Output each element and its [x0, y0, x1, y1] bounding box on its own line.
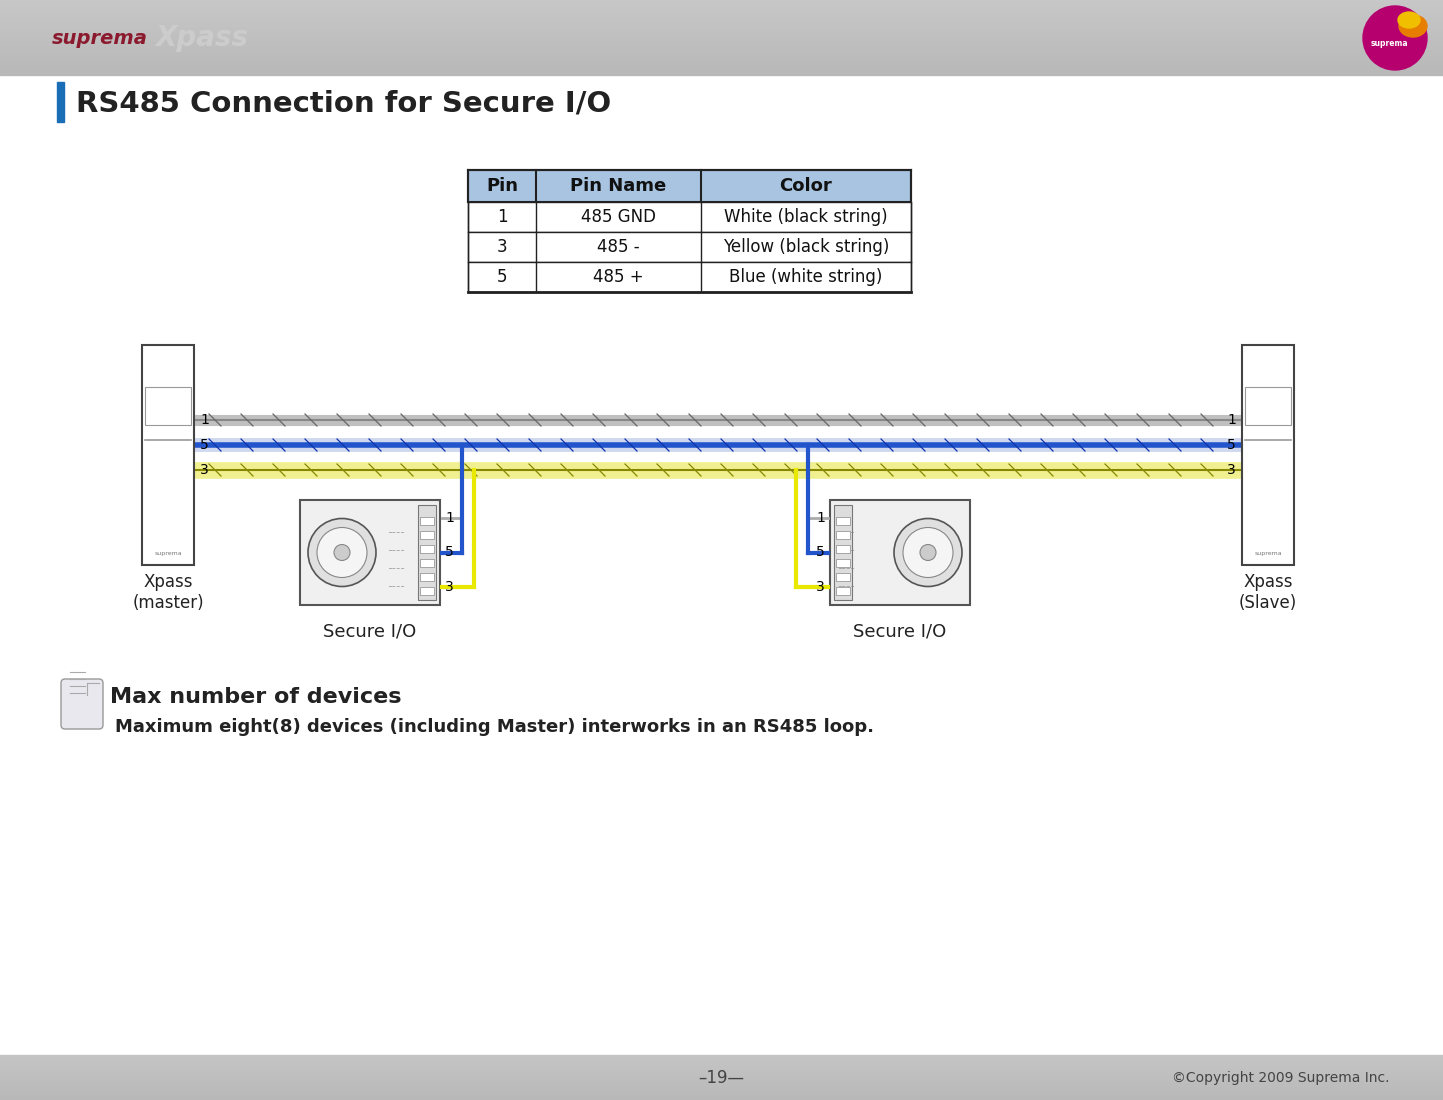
- Bar: [830, 500, 970, 605]
- Text: 1: 1: [496, 208, 508, 226]
- Text: ©Copyright 2009 Suprema Inc.: ©Copyright 2009 Suprema Inc.: [1173, 1071, 1390, 1085]
- Text: ─ ─ ─ ─: ─ ─ ─ ─: [838, 530, 854, 536]
- Text: 485 +: 485 +: [593, 268, 644, 286]
- Bar: [58, 82, 63, 122]
- Bar: [835, 517, 850, 525]
- Text: 5: 5: [201, 438, 209, 452]
- Text: RS485 Connection for Secure I/O: RS485 Connection for Secure I/O: [76, 89, 612, 117]
- Text: suprema: suprema: [1254, 550, 1281, 556]
- Text: 5: 5: [496, 268, 508, 286]
- FancyBboxPatch shape: [61, 679, 102, 729]
- Text: –19—: –19—: [698, 1069, 745, 1087]
- Circle shape: [1364, 6, 1427, 70]
- Text: 1: 1: [444, 512, 455, 525]
- Text: 3: 3: [201, 463, 209, 477]
- Circle shape: [895, 518, 962, 586]
- Text: ─ ─ ─ ─: ─ ─ ─ ─: [388, 549, 404, 553]
- Text: ─ ─ ─ ─: ─ ─ ─ ─: [388, 584, 404, 590]
- Text: Pin: Pin: [486, 177, 518, 195]
- Ellipse shape: [1398, 12, 1420, 28]
- Text: Blue (white string): Blue (white string): [729, 268, 883, 286]
- Text: Xpass: Xpass: [154, 24, 248, 52]
- Text: Secure I/O: Secure I/O: [853, 623, 947, 641]
- Text: Xpass
(master): Xpass (master): [133, 573, 203, 612]
- Text: 3: 3: [496, 238, 508, 256]
- Text: 485 GND: 485 GND: [582, 208, 657, 226]
- Bar: [300, 500, 440, 605]
- Bar: [835, 544, 850, 553]
- Circle shape: [307, 518, 377, 586]
- Text: 5: 5: [444, 546, 453, 560]
- Bar: [144, 387, 190, 425]
- Bar: [141, 345, 193, 565]
- Text: ─ ─ ─ ─: ─ ─ ─ ─: [388, 566, 404, 572]
- Bar: [835, 587, 850, 595]
- Bar: [468, 232, 911, 262]
- Circle shape: [333, 544, 351, 561]
- Bar: [1242, 345, 1294, 565]
- Text: 1: 1: [817, 512, 825, 525]
- Circle shape: [903, 528, 952, 578]
- Bar: [468, 170, 911, 202]
- Text: suprema: suprema: [154, 550, 182, 556]
- Bar: [834, 505, 851, 600]
- Circle shape: [921, 544, 937, 561]
- Bar: [420, 531, 434, 539]
- Text: 1: 1: [1227, 412, 1237, 427]
- Bar: [420, 587, 434, 595]
- Text: Max number of devices: Max number of devices: [110, 688, 401, 707]
- Bar: [835, 531, 850, 539]
- Text: 5: 5: [817, 546, 825, 560]
- Bar: [418, 505, 436, 600]
- Text: 3: 3: [1227, 463, 1237, 477]
- Text: Secure I/O: Secure I/O: [323, 623, 417, 641]
- Text: Maximum eight(8) devices (including Master) interworks in an RS485 loop.: Maximum eight(8) devices (including Mast…: [115, 718, 874, 736]
- Text: suprema: suprema: [1371, 39, 1408, 47]
- Text: 5: 5: [1227, 438, 1237, 452]
- Text: 3: 3: [444, 580, 453, 594]
- Circle shape: [317, 528, 367, 578]
- Ellipse shape: [1400, 15, 1427, 37]
- Text: 485 -: 485 -: [597, 238, 639, 256]
- Bar: [420, 517, 434, 525]
- Text: 1: 1: [201, 412, 209, 427]
- Text: ─ ─ ─ ─: ─ ─ ─ ─: [838, 566, 854, 572]
- Text: suprema: suprema: [52, 29, 147, 47]
- Text: 3: 3: [817, 580, 825, 594]
- Text: ─ ─ ─ ─: ─ ─ ─ ─: [388, 530, 404, 536]
- Text: White (black string): White (black string): [724, 208, 887, 226]
- Bar: [835, 573, 850, 581]
- Bar: [420, 544, 434, 553]
- Text: Color: Color: [779, 177, 833, 195]
- Text: ─ ─ ─ ─: ─ ─ ─ ─: [838, 584, 854, 590]
- Text: Yellow (black string): Yellow (black string): [723, 238, 889, 256]
- Bar: [835, 559, 850, 566]
- Bar: [420, 559, 434, 566]
- Bar: [468, 262, 911, 292]
- Text: Xpass
(Slave): Xpass (Slave): [1240, 573, 1297, 612]
- Bar: [420, 573, 434, 581]
- Text: ─ ─ ─ ─: ─ ─ ─ ─: [838, 549, 854, 553]
- Bar: [1245, 387, 1291, 425]
- Bar: [468, 202, 911, 232]
- Text: Pin Name: Pin Name: [570, 177, 667, 195]
